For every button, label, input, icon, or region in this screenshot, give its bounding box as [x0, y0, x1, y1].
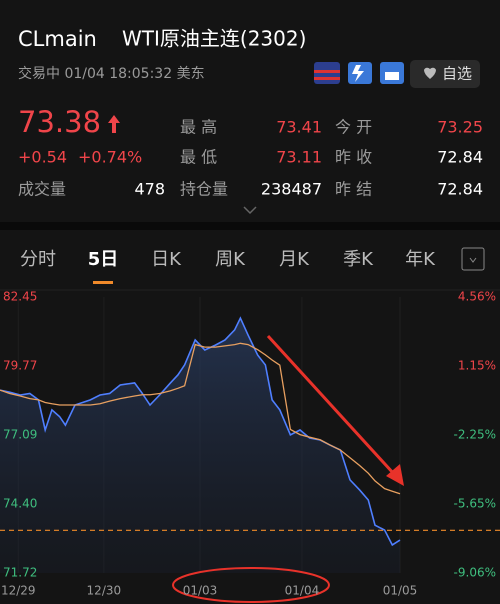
x-tick-label: 01/05: [383, 584, 418, 598]
stat-label: 最 高: [180, 118, 217, 137]
stat-label: 昨 收: [335, 148, 372, 167]
symbol: CLmain: [18, 27, 97, 51]
y2-tick-label: -2.25%: [454, 428, 496, 442]
tab[interactable]: 年K: [405, 249, 436, 270]
stat-value: 72.84: [437, 148, 483, 167]
x-tick-label: 01/04: [285, 584, 320, 598]
last-price: 73.38: [18, 105, 101, 139]
x-tick-label: 01/03: [183, 584, 218, 598]
change: +0.54: [18, 148, 67, 167]
y-tick-label: 77.09: [3, 427, 37, 441]
stat-value: 73.11: [276, 148, 322, 167]
tab[interactable]: 月K: [279, 249, 310, 270]
stat-value: 478: [134, 180, 165, 199]
settings-caret: [469, 257, 477, 263]
stat-label: 今 开: [335, 118, 372, 137]
trend-arrow: [266, 334, 396, 476]
watch-label[interactable]: 自选: [442, 65, 472, 83]
y2-tick-label: 1.15%: [458, 359, 496, 373]
average-line: [0, 342, 401, 495]
trend-arrow-head: [386, 464, 404, 486]
stat-label: 成交量: [18, 180, 66, 199]
stat-value: 73.25: [437, 118, 483, 137]
stat-label: 昨 结: [335, 180, 372, 199]
price-area: [0, 318, 400, 573]
highlight-ellipse: [172, 567, 330, 603]
stat-label: 持仓量: [180, 180, 228, 199]
settings-icon[interactable]: [461, 247, 485, 271]
tab[interactable]: 5日: [88, 249, 119, 270]
badges: [314, 62, 404, 84]
expand-caret[interactable]: [243, 206, 257, 215]
tab[interactable]: 周K: [215, 249, 246, 270]
watch-button[interactable]: [410, 60, 480, 88]
y2-tick-label: -9.06%: [454, 566, 496, 580]
stat-label: 最 低: [180, 148, 217, 167]
status: 交易中 01/04 18:05:32 美东: [18, 65, 205, 82]
stat-value: 73.41: [276, 118, 322, 137]
y-tick-label: 82.45: [3, 290, 37, 304]
stat-value: 72.84: [437, 180, 483, 199]
y2-tick-label: 4.56%: [458, 290, 496, 304]
x-tick-label: 12/29: [1, 584, 36, 598]
y2-tick-label: -5.65%: [454, 496, 496, 510]
tab-underline: [93, 281, 113, 284]
y-tick-label: 71.72: [3, 566, 37, 580]
tab[interactable]: 分时: [20, 249, 56, 270]
instrument-name: WTI原油主连(2302): [122, 27, 306, 51]
y-tick-label: 74.40: [3, 497, 37, 511]
change-pct: +0.74%: [78, 148, 142, 167]
x-tick-label: 12/30: [87, 584, 122, 598]
separator: [0, 222, 500, 230]
y-tick-label: 79.77: [3, 358, 37, 372]
heart-icon: [424, 67, 436, 79]
tab[interactable]: 日K: [151, 249, 182, 270]
tab[interactable]: 季K: [343, 249, 374, 270]
stat-value: 238487: [261, 180, 322, 199]
up-arrow: [108, 115, 120, 133]
